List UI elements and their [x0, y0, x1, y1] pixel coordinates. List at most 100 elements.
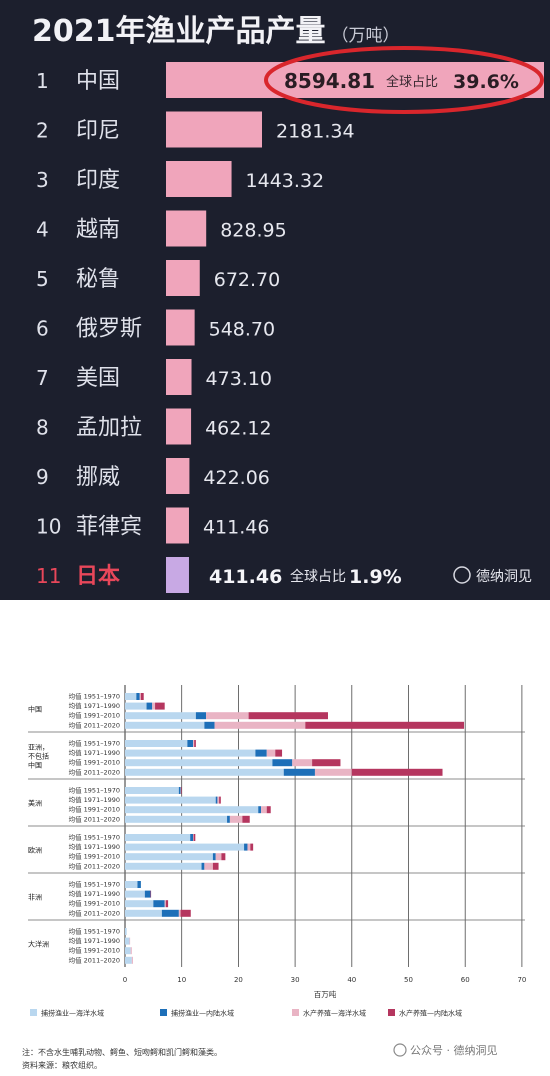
rank-label: 10 — [36, 515, 61, 539]
stacked-bar-segment — [181, 787, 182, 794]
country-label: 俄罗斯 — [76, 317, 142, 342]
stacked-bar-segment — [351, 768, 443, 776]
stacked-bar-segment — [125, 749, 256, 757]
stacked-bar-segment — [195, 712, 207, 720]
value-label: 548.70 — [209, 319, 275, 341]
legend-label: 水产养殖—内陆水域 — [399, 1009, 462, 1018]
stacked-bar-segment — [125, 834, 191, 841]
x-tick-label: 20 — [234, 976, 243, 984]
stacked-bar-segment — [125, 881, 138, 888]
stacked-bar-segment — [129, 937, 131, 945]
stacked-bar-segment — [212, 853, 216, 861]
row-label: 均值 1951–1970 — [69, 692, 120, 701]
bar — [166, 408, 192, 445]
value-label: 422.06 — [203, 467, 269, 489]
stacked-bar-segment — [125, 759, 273, 767]
stacked-bar-segment — [201, 862, 205, 870]
legend-label: 捕捞渔业—海洋水域 — [41, 1009, 104, 1018]
x-tick-label: 10 — [177, 976, 186, 984]
row-label: 均值 1951–1970 — [69, 880, 120, 889]
bar — [166, 458, 190, 494]
stacked-bar-segment — [187, 740, 194, 747]
row-label: 均值 1991–2010 — [69, 805, 120, 814]
stacked-bar-segment — [221, 853, 226, 861]
x-tick-label: 30 — [291, 976, 300, 984]
rank-label: 3 — [36, 168, 49, 192]
stacked-bar-segment — [178, 787, 181, 794]
stacked-bar-segment — [146, 702, 153, 710]
legend-swatch — [292, 1009, 299, 1016]
country-label: 印度 — [76, 168, 120, 193]
rank-label: 9 — [36, 465, 49, 489]
rank-label: 2 — [36, 119, 49, 143]
title-unit: （万吨） — [331, 26, 400, 46]
group-label: 大洋洲 — [28, 940, 49, 949]
stacked-bar-segment — [137, 881, 141, 888]
share-label: 全球占比 — [290, 568, 346, 585]
row-label: 均值 1991–2010 — [69, 852, 120, 861]
stacked-bar-segment — [130, 947, 132, 955]
stacked-bar-segment — [125, 712, 196, 720]
stacked-bar-segment — [250, 843, 254, 851]
stacked-bar-segment — [266, 749, 276, 757]
stacked-bar-segment — [139, 693, 141, 700]
stacked-bar-segment — [136, 693, 140, 700]
country-label: 越南 — [76, 218, 120, 243]
stacked-bar-segment — [125, 937, 130, 945]
stacked-bar-segment — [266, 806, 271, 814]
row-label: 均值 2011–2020 — [69, 767, 120, 776]
stacked-bar-segment — [314, 768, 352, 776]
legend-swatch — [30, 1009, 37, 1016]
stacked-bar-segment — [212, 862, 219, 870]
stacked-bar-segment — [229, 815, 243, 823]
bar — [166, 111, 262, 148]
bar — [166, 309, 195, 346]
x-tick-label: 50 — [404, 976, 413, 984]
stacked-bar-segment — [125, 787, 179, 794]
stacked-bar-segment — [155, 702, 165, 710]
rank-label: 8 — [36, 416, 49, 440]
country-label: 美国 — [76, 366, 120, 391]
watermark-text: 公众号 · 德纳洞见 — [410, 1043, 498, 1057]
stacked-bar-segment — [125, 947, 131, 955]
stacked-bar-segment — [125, 843, 245, 851]
stacked-bar-segment — [125, 768, 284, 776]
bar — [166, 557, 189, 593]
stacked-bar-segment — [180, 909, 191, 917]
stacked-bar-segment — [242, 815, 250, 823]
watermark-text: 德纳洞见 — [476, 569, 532, 585]
stacked-bar-segment — [261, 806, 267, 814]
stacked-bar-segment — [144, 890, 151, 898]
row-label: 均值 1951–1970 — [69, 927, 120, 936]
row-label: 均值 2011–2020 — [69, 955, 120, 964]
share-value: 39.6% — [453, 71, 519, 93]
stacked-bar-segment — [125, 721, 205, 729]
stacked-bar-segment — [194, 740, 196, 747]
stacked-bar-segment — [292, 759, 313, 767]
rank-label: 1 — [36, 69, 49, 93]
wechat-icon — [453, 566, 471, 584]
country-label: 孟加拉 — [76, 416, 142, 441]
stacked-bar-segment — [180, 787, 182, 794]
row-label: 均值 1991–2010 — [69, 899, 120, 908]
stacked-bar-segment — [305, 721, 465, 729]
stacked-bar-segment — [125, 928, 127, 935]
stacked-bar-segment — [215, 853, 222, 861]
stacked-bar-segment — [125, 815, 228, 823]
stacked-bar-segment — [150, 890, 152, 898]
stacked-bar-segment — [193, 834, 194, 841]
stacked-bar-segment — [125, 693, 137, 700]
source-text: 资料来源：粮农组织。 — [22, 1060, 102, 1070]
stacked-bar-segment — [255, 749, 267, 757]
legend-label: 捕捞渔业—内陆水域 — [171, 1009, 234, 1018]
legend-swatch — [388, 1009, 395, 1016]
value-label: 8594.81 — [284, 69, 375, 93]
title-text: 2021年渔业产品产量 — [32, 14, 326, 49]
bar — [166, 359, 192, 395]
stacked-bar-segment — [165, 900, 169, 908]
row-label: 均值 1971–1990 — [69, 701, 120, 710]
stacked-bar-segment — [193, 834, 196, 841]
stacked-bar-segment — [153, 900, 165, 908]
x-tick-label: 0 — [123, 976, 127, 984]
